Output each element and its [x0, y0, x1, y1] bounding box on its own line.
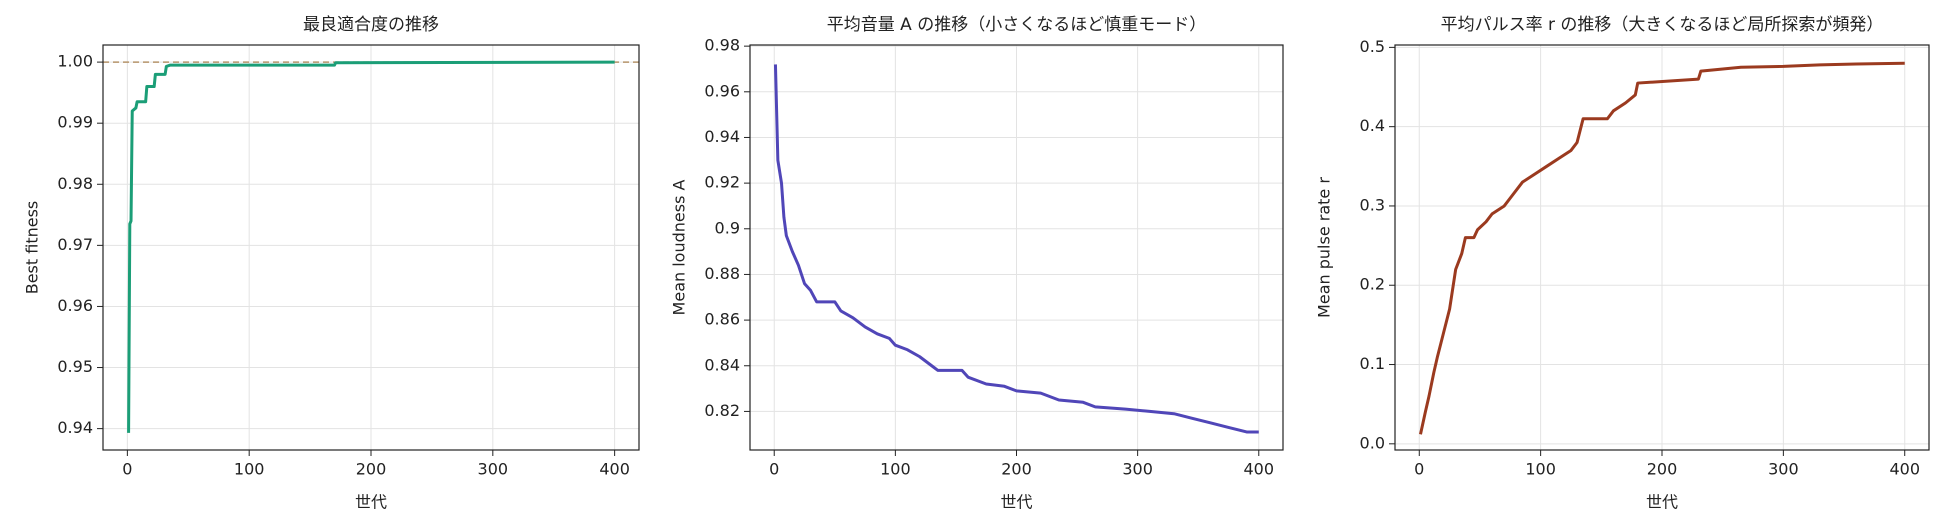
data-line	[1419, 61, 1905, 435]
y-tick-label: 0.3	[1360, 195, 1385, 214]
x-tick-label: 100	[1525, 460, 1556, 479]
x-tick-label: 400	[599, 460, 630, 479]
x-tick-label: 300	[478, 460, 509, 479]
y-tick-label: 0.99	[57, 113, 93, 132]
y-tick-label: 0.98	[704, 36, 740, 55]
y-tick-label: 0.1	[1360, 354, 1385, 373]
x-tick-label: 0	[122, 460, 132, 479]
y-tick-label: 0.92	[704, 173, 740, 192]
plot-frame	[102, 44, 640, 451]
x-tick-label: 100	[880, 460, 911, 479]
chart-title: 平均音量 A の推移（小さくなるほど慎重モード）	[827, 15, 1206, 35]
x-tick-label: 0	[1414, 460, 1424, 479]
y-tick-label: 0.4	[1360, 116, 1385, 135]
y-tick-label: 0.2	[1360, 275, 1385, 294]
x-tick-label: 400	[1889, 460, 1920, 479]
x-axis-label: 世代	[1000, 493, 1032, 512]
y-tick-label: 1.00	[57, 52, 93, 71]
x-axis-label: 世代	[1646, 493, 1678, 512]
y-tick-label: 0.0	[1360, 433, 1385, 452]
x-tick-label: 300	[1122, 460, 1153, 479]
y-tick-label: 0.95	[57, 357, 93, 376]
x-tick-label: 100	[234, 460, 265, 479]
y-tick-label: 0.96	[57, 296, 93, 315]
y-tick-label: 0.5	[1360, 37, 1385, 56]
y-axis-label: Best fitness	[23, 201, 42, 295]
y-tick-label: 0.9	[715, 218, 740, 237]
x-tick-label: 200	[356, 460, 387, 479]
y-tick-label: 0.96	[704, 81, 740, 100]
y-tick-label: 0.88	[704, 264, 740, 283]
y-axis-label: Mean loudness A	[670, 180, 689, 316]
y-tick-label: 0.94	[57, 418, 93, 437]
y-tick-label: 0.94	[704, 127, 740, 146]
x-tick-label: 200	[1647, 460, 1678, 479]
x-axis-label: 世代	[355, 493, 387, 512]
y-tick-label: 0.84	[704, 355, 740, 374]
x-tick-label: 300	[1768, 460, 1799, 479]
chart-title: 最良適合度の推移	[303, 15, 439, 35]
y-axis-label: Mean pulse rate r	[1315, 177, 1334, 318]
plot-frame	[749, 44, 1284, 451]
data-line	[127, 60, 615, 433]
x-tick-label: 200	[1001, 460, 1032, 479]
x-tick-label: 0	[769, 460, 779, 479]
y-tick-label: 0.97	[57, 235, 93, 254]
chart-title: 平均パルス率 r の推移（大きくなるほど局所探索が頻発）	[1441, 15, 1884, 35]
y-tick-label: 0.86	[704, 310, 740, 329]
y-tick-label: 0.82	[704, 401, 740, 420]
plot-frame	[1394, 44, 1930, 451]
x-tick-label: 400	[1243, 460, 1274, 479]
y-tick-label: 0.98	[57, 174, 93, 193]
data-line	[773, 64, 1259, 434]
